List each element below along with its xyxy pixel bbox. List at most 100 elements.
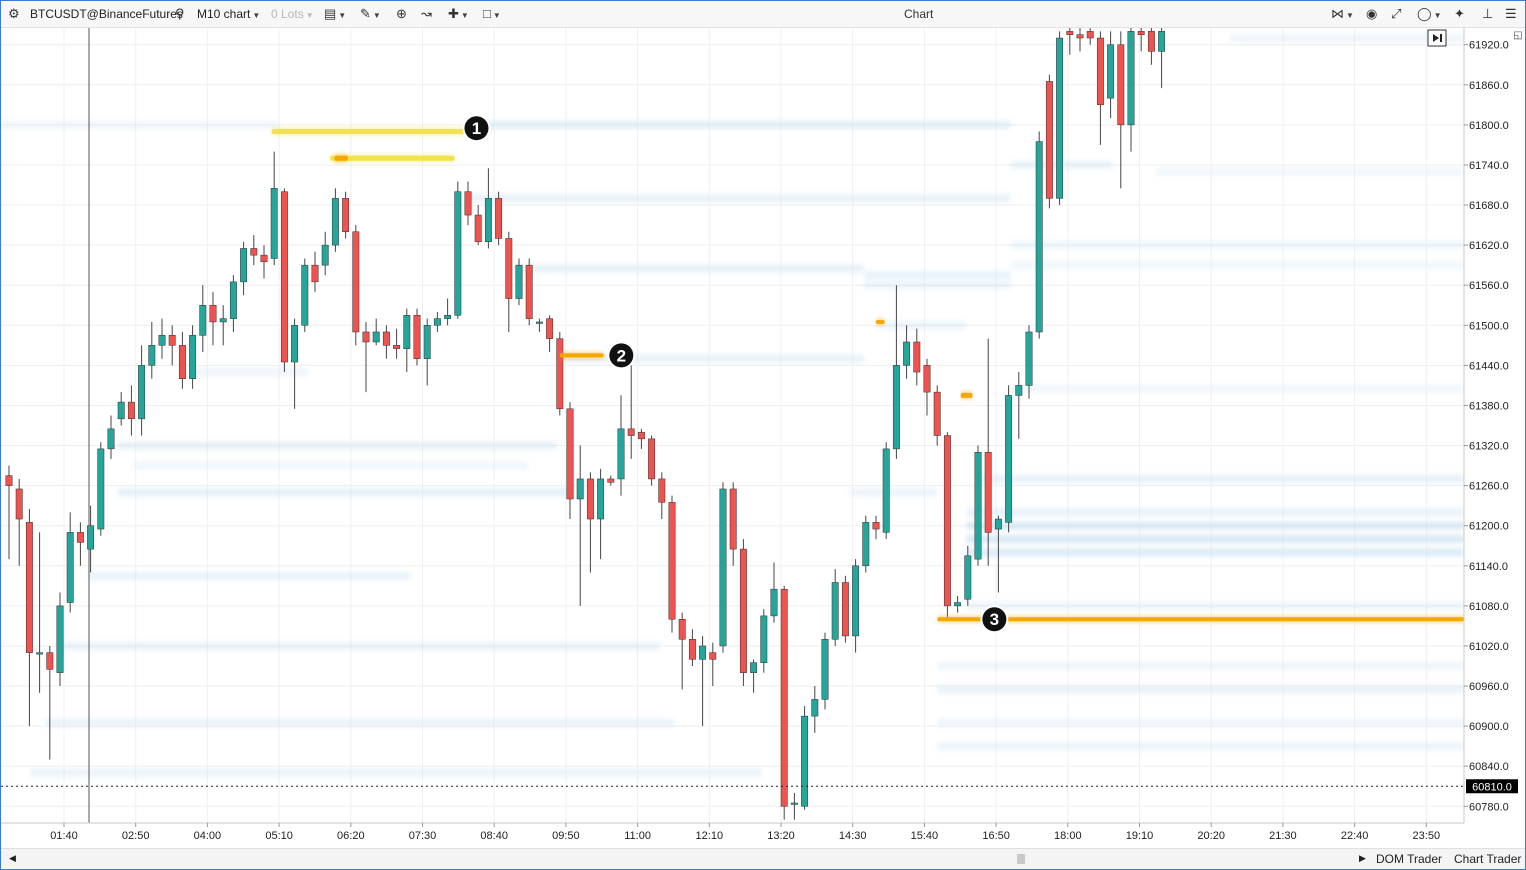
symbol-selector[interactable]: BTCUSDT@BinanceFutures <box>30 7 183 21</box>
bearish-candle <box>15 478 23 566</box>
bullish-candle <box>66 512 74 613</box>
price-axis[interactable] <box>1464 28 1526 823</box>
candle-body <box>178 345 186 379</box>
status-bar: ◀ ▶ DOM Trader Chart Trader <box>1 848 1525 869</box>
bullish-candle <box>56 592 64 687</box>
crosshair-icon[interactable]: ✚ ▼ <box>448 6 469 21</box>
candle-body <box>739 548 747 673</box>
candle-body <box>66 532 74 603</box>
highlight-level <box>334 155 348 161</box>
chart-type-icon[interactable]: ▤ ▼ <box>324 6 347 21</box>
candle-body <box>688 639 696 660</box>
candle-body <box>678 618 686 640</box>
candle-body <box>117 401 125 420</box>
bearish-candle <box>25 509 33 727</box>
candle-body <box>87 525 95 550</box>
marker-label: 3 <box>990 610 999 629</box>
circle-icon[interactable]: ◯ ▼ <box>1417 6 1442 21</box>
candle-body <box>801 715 809 807</box>
candle-body <box>668 502 676 620</box>
heatmap-level <box>1 120 279 129</box>
corner-icon[interactable]: ◱ <box>1513 30 1522 41</box>
camera-icon[interactable]: ◉ <box>1366 6 1378 21</box>
bullish-candle <box>964 545 972 606</box>
fullscreen-icon[interactable]: ⤢ <box>1391 6 1402 21</box>
bearish-candle <box>668 495 676 633</box>
bullish-candle <box>219 305 227 346</box>
price-chart[interactable]: 123 61920.061860.061800.061740.061680.06… <box>1 28 1526 848</box>
price-tick-label: 61080.0 <box>1469 601 1509 613</box>
candle-body <box>138 365 146 420</box>
markers: 1 2 3 <box>462 114 1009 634</box>
scroll-to-end-button[interactable] <box>1427 29 1447 47</box>
candle-body <box>311 264 319 283</box>
lots-selector[interactable]: 0 Lots ▼ <box>271 6 314 22</box>
candle-body <box>362 331 370 343</box>
dom-trader-tab[interactable]: DOM Trader <box>1376 852 1443 866</box>
bullish-candle <box>189 325 197 389</box>
candle-body <box>1127 31 1135 126</box>
bearish-candle <box>678 612 686 690</box>
bearish-candle <box>342 191 350 239</box>
scroll-thumb[interactable] <box>1017 854 1025 864</box>
candle-body <box>831 582 839 640</box>
candle-body <box>372 331 380 343</box>
candle-body <box>954 602 962 607</box>
candle-body <box>1147 31 1155 52</box>
zoom-icon[interactable]: ⊕ <box>396 6 407 21</box>
price-tick-label: 60780.0 <box>1469 801 1509 813</box>
candle-body <box>444 315 452 319</box>
bearish-candle <box>1137 28 1145 52</box>
pencil-icon[interactable]: ✎ ▼ <box>360 6 381 21</box>
bearish-candle <box>923 358 931 416</box>
bearish-candle <box>5 465 13 560</box>
bearish-candle <box>46 645 54 760</box>
heatmap-level <box>513 264 865 273</box>
bearish-candle <box>1045 74 1053 209</box>
time-axis-labels: 01:40 02:50 04:00 05:10 06:20 07:30 08:40 09:50… <box>50 823 1440 842</box>
bullish-candle <box>117 392 125 426</box>
heatmap-level <box>966 535 1464 544</box>
highlight-level <box>271 129 467 135</box>
pin-icon[interactable]: ⊥ <box>1482 6 1494 21</box>
window-title: Chart <box>904 7 934 21</box>
chevron-down-icon: ▼ <box>252 11 261 20</box>
heatmap-level <box>937 685 1464 694</box>
candle-body <box>984 451 992 533</box>
lots-label: 0 Lots <box>271 7 304 21</box>
bullish-candle <box>770 562 778 623</box>
search-icon[interactable]: ⚲ <box>175 6 185 21</box>
heatmap-level <box>966 521 1464 530</box>
bullish-candle <box>1005 385 1013 533</box>
timeframe-selector[interactable]: M10 chart ▼ <box>197 6 260 22</box>
bullish-candle <box>403 308 411 373</box>
scroll-right-icon[interactable]: ▶ <box>1359 853 1366 863</box>
bullish-candle <box>719 482 727 653</box>
indicators-icon[interactable]: ↝ <box>421 6 432 21</box>
bearish-candle <box>688 629 696 667</box>
bearish-candle <box>709 642 717 687</box>
layout-icon[interactable]: □ ▼ <box>483 6 501 21</box>
candle-body <box>943 435 951 607</box>
time-tick-label: 01:40 <box>50 830 78 842</box>
bearish-candle <box>566 402 574 520</box>
scroll-left-icon[interactable]: ◀ <box>9 853 16 863</box>
price-tick-label: 60840.0 <box>1469 761 1509 773</box>
menu-icon[interactable]: ☰ <box>1505 6 1517 21</box>
heatmap-level <box>981 474 1464 483</box>
candle-body <box>607 478 615 483</box>
tools-icon[interactable]: ✦ <box>1454 6 1465 21</box>
price-tick-label: 61140.0 <box>1469 561 1508 573</box>
bullish-candle <box>148 321 156 379</box>
chart-trader-tab[interactable]: Chart Trader <box>1454 852 1522 866</box>
heatmap-level <box>469 194 1011 203</box>
link-icon[interactable]: ⋈ ▼ <box>1331 6 1354 21</box>
bearish-candle <box>933 385 941 446</box>
heatmap-level <box>966 601 1464 610</box>
candle-body <box>382 331 390 346</box>
bullish-candle <box>1056 31 1064 206</box>
time-tick-label: 12:10 <box>696 830 724 842</box>
heatmap-level <box>1010 241 1464 250</box>
candle-body <box>913 341 921 373</box>
time-tick-label: 02:50 <box>122 830 150 842</box>
